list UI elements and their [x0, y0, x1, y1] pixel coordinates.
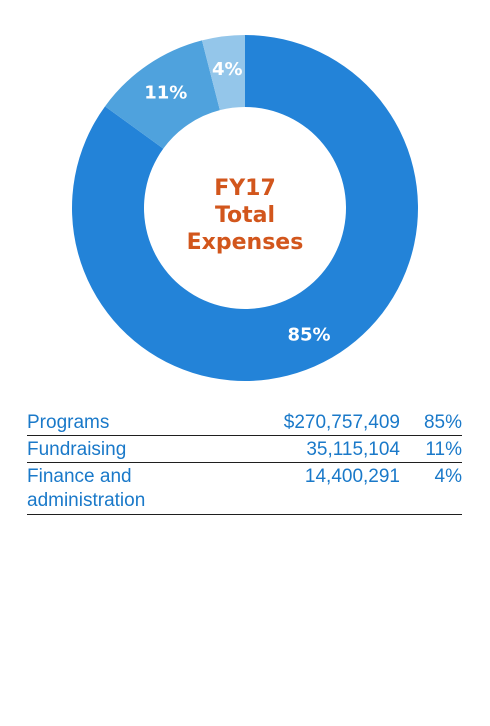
expenses-table: Programs $270,757,409 85% Fundraising 35…: [27, 409, 462, 515]
slice-programs-label: 85%: [287, 325, 330, 346]
row-category: Programs: [27, 412, 110, 433]
slice-programs: [72, 35, 418, 381]
row-amount: $270,757,409: [283, 412, 400, 433]
chart-title-line-1: FY17: [214, 176, 276, 201]
row-percent: 85%: [423, 412, 462, 433]
row-amount: 14,400,291: [304, 466, 400, 487]
slice-fundraising-label: 11%: [144, 82, 187, 103]
row-percent: 11%: [425, 439, 462, 460]
table-row-programs: Programs $270,757,409 85%: [27, 409, 462, 436]
slice-fundraising: [105, 40, 220, 149]
table-row-fundraising: Fundraising 35,115,104 11%: [27, 436, 462, 463]
slice-finance-administration: [201, 35, 245, 111]
chart-title-line-2: Total: [215, 203, 275, 228]
chart-title-line-3: Expenses: [187, 230, 304, 255]
row-percent: 4%: [434, 466, 462, 487]
table-row-finance-administration: Finance and administration 14,400,291 4%: [27, 463, 462, 515]
slice-finance-administration-label: 4%: [212, 59, 243, 80]
row-category: Fundraising: [27, 439, 127, 460]
donut-chart: 85% 11% 4% FY17 Total Expenses: [72, 35, 418, 381]
row-amount: 35,115,104: [306, 439, 400, 460]
row-category: Finance and administration: [27, 466, 146, 511]
